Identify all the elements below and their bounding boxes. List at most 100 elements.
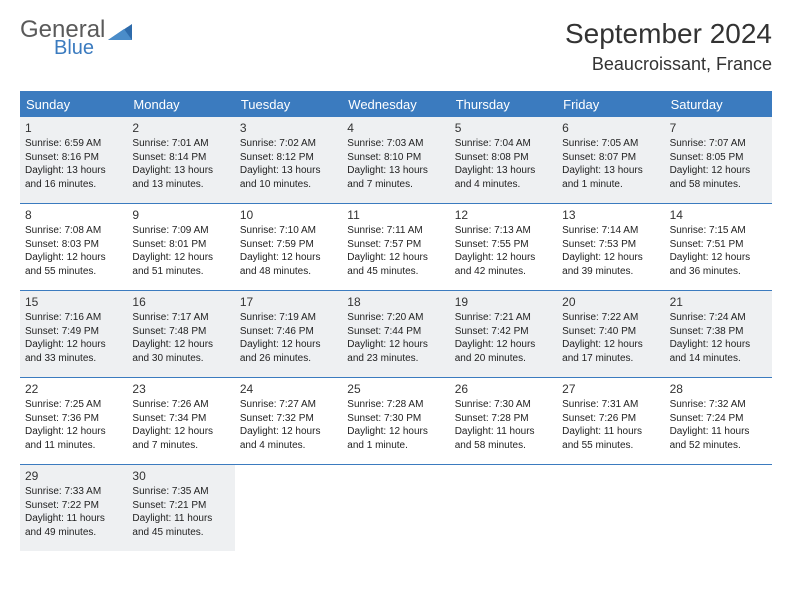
- logo-text: General Blue: [20, 18, 105, 58]
- day-cell: 24Sunrise: 7:27 AMSunset: 7:32 PMDayligh…: [235, 378, 342, 464]
- sunrise-line: Sunrise: 7:17 AM: [132, 311, 229, 325]
- day-cell: 30Sunrise: 7:35 AMSunset: 7:21 PMDayligh…: [127, 465, 234, 551]
- daylight-line: and 52 minutes.: [670, 439, 767, 453]
- dow-header: Monday: [127, 92, 234, 117]
- daylight-line: and 30 minutes.: [132, 352, 229, 366]
- sunset-line: Sunset: 7:48 PM: [132, 325, 229, 339]
- day-number: 18: [347, 294, 444, 310]
- sunset-line: Sunset: 8:07 PM: [562, 151, 659, 165]
- day-number: 30: [132, 468, 229, 484]
- page-header: General Blue September 2024 Beaucroissan…: [20, 18, 772, 75]
- sunrise-line: Sunrise: 7:01 AM: [132, 137, 229, 151]
- daylight-line: Daylight: 11 hours: [455, 425, 552, 439]
- day-number: 4: [347, 120, 444, 136]
- daylight-line: Daylight: 11 hours: [562, 425, 659, 439]
- day-number: 21: [670, 294, 767, 310]
- sunrise-line: Sunrise: 7:10 AM: [240, 224, 337, 238]
- day-cell: 7Sunrise: 7:07 AMSunset: 8:05 PMDaylight…: [665, 117, 772, 203]
- daylight-line: Daylight: 12 hours: [240, 425, 337, 439]
- sunset-line: Sunset: 7:22 PM: [25, 499, 122, 513]
- sunset-line: Sunset: 7:49 PM: [25, 325, 122, 339]
- day-number: 13: [562, 207, 659, 223]
- sunset-line: Sunset: 7:57 PM: [347, 238, 444, 252]
- sunset-line: Sunset: 8:03 PM: [25, 238, 122, 252]
- daylight-line: and 13 minutes.: [132, 178, 229, 192]
- day-number: 3: [240, 120, 337, 136]
- daylight-line: and 17 minutes.: [562, 352, 659, 366]
- day-number: 11: [347, 207, 444, 223]
- daylight-line: and 1 minute.: [347, 439, 444, 453]
- daylight-line: and 36 minutes.: [670, 265, 767, 279]
- daylight-line: Daylight: 12 hours: [25, 425, 122, 439]
- sunrise-line: Sunrise: 7:27 AM: [240, 398, 337, 412]
- daylight-line: and 4 minutes.: [455, 178, 552, 192]
- day-cell: 1Sunrise: 6:59 AMSunset: 8:16 PMDaylight…: [20, 117, 127, 203]
- day-number: 9: [132, 207, 229, 223]
- day-cell: 14Sunrise: 7:15 AMSunset: 7:51 PMDayligh…: [665, 204, 772, 290]
- sunrise-line: Sunrise: 7:35 AM: [132, 485, 229, 499]
- day-number: 23: [132, 381, 229, 397]
- day-number: 29: [25, 468, 122, 484]
- daylight-line: and 1 minute.: [562, 178, 659, 192]
- daylight-line: Daylight: 11 hours: [25, 512, 122, 526]
- day-number: 7: [670, 120, 767, 136]
- day-number: 24: [240, 381, 337, 397]
- day-number: 27: [562, 381, 659, 397]
- sunset-line: Sunset: 7:38 PM: [670, 325, 767, 339]
- daylight-line: and 51 minutes.: [132, 265, 229, 279]
- daylight-line: and 42 minutes.: [455, 265, 552, 279]
- day-number: 1: [25, 120, 122, 136]
- sunrise-line: Sunrise: 7:20 AM: [347, 311, 444, 325]
- daylight-line: Daylight: 12 hours: [670, 338, 767, 352]
- daylight-line: Daylight: 13 hours: [25, 164, 122, 178]
- dow-header: Thursday: [450, 92, 557, 117]
- daylight-line: and 20 minutes.: [455, 352, 552, 366]
- sunrise-line: Sunrise: 7:08 AM: [25, 224, 122, 238]
- sunrise-line: Sunrise: 7:26 AM: [132, 398, 229, 412]
- daylight-line: and 49 minutes.: [25, 526, 122, 540]
- sunset-line: Sunset: 8:12 PM: [240, 151, 337, 165]
- daylight-line: Daylight: 12 hours: [347, 251, 444, 265]
- day-cell: 4Sunrise: 7:03 AMSunset: 8:10 PMDaylight…: [342, 117, 449, 203]
- empty-cell: [235, 465, 342, 551]
- day-number: 6: [562, 120, 659, 136]
- daylight-line: Daylight: 13 hours: [455, 164, 552, 178]
- daylight-line: Daylight: 12 hours: [132, 251, 229, 265]
- day-number: 26: [455, 381, 552, 397]
- daylight-line: Daylight: 12 hours: [347, 425, 444, 439]
- day-cell: 16Sunrise: 7:17 AMSunset: 7:48 PMDayligh…: [127, 291, 234, 377]
- month-title: September 2024: [565, 18, 772, 50]
- day-number: 8: [25, 207, 122, 223]
- title-block: September 2024 Beaucroissant, France: [565, 18, 772, 75]
- daylight-line: Daylight: 12 hours: [132, 425, 229, 439]
- day-cell: 3Sunrise: 7:02 AMSunset: 8:12 PMDaylight…: [235, 117, 342, 203]
- day-number: 16: [132, 294, 229, 310]
- day-number: 15: [25, 294, 122, 310]
- day-cell: 17Sunrise: 7:19 AMSunset: 7:46 PMDayligh…: [235, 291, 342, 377]
- sunset-line: Sunset: 7:28 PM: [455, 412, 552, 426]
- day-number: 2: [132, 120, 229, 136]
- sunrise-line: Sunrise: 7:11 AM: [347, 224, 444, 238]
- sunrise-line: Sunrise: 7:19 AM: [240, 311, 337, 325]
- sunset-line: Sunset: 7:59 PM: [240, 238, 337, 252]
- sunrise-line: Sunrise: 7:02 AM: [240, 137, 337, 151]
- day-cell: 29Sunrise: 7:33 AMSunset: 7:22 PMDayligh…: [20, 465, 127, 551]
- sunrise-line: Sunrise: 7:33 AM: [25, 485, 122, 499]
- day-cell: 8Sunrise: 7:08 AMSunset: 8:03 PMDaylight…: [20, 204, 127, 290]
- daylight-line: and 26 minutes.: [240, 352, 337, 366]
- daylight-line: and 58 minutes.: [455, 439, 552, 453]
- daylight-line: and 16 minutes.: [25, 178, 122, 192]
- sunset-line: Sunset: 8:08 PM: [455, 151, 552, 165]
- day-cell: 10Sunrise: 7:10 AMSunset: 7:59 PMDayligh…: [235, 204, 342, 290]
- sunrise-line: Sunrise: 7:04 AM: [455, 137, 552, 151]
- daylight-line: Daylight: 12 hours: [455, 338, 552, 352]
- day-cell: 28Sunrise: 7:32 AMSunset: 7:24 PMDayligh…: [665, 378, 772, 464]
- dow-header: Saturday: [665, 92, 772, 117]
- daylight-line: and 14 minutes.: [670, 352, 767, 366]
- day-number: 10: [240, 207, 337, 223]
- day-number: 5: [455, 120, 552, 136]
- day-cell: 18Sunrise: 7:20 AMSunset: 7:44 PMDayligh…: [342, 291, 449, 377]
- logo-triangle-icon: [108, 24, 134, 44]
- sunrise-line: Sunrise: 7:22 AM: [562, 311, 659, 325]
- sunrise-line: Sunrise: 7:13 AM: [455, 224, 552, 238]
